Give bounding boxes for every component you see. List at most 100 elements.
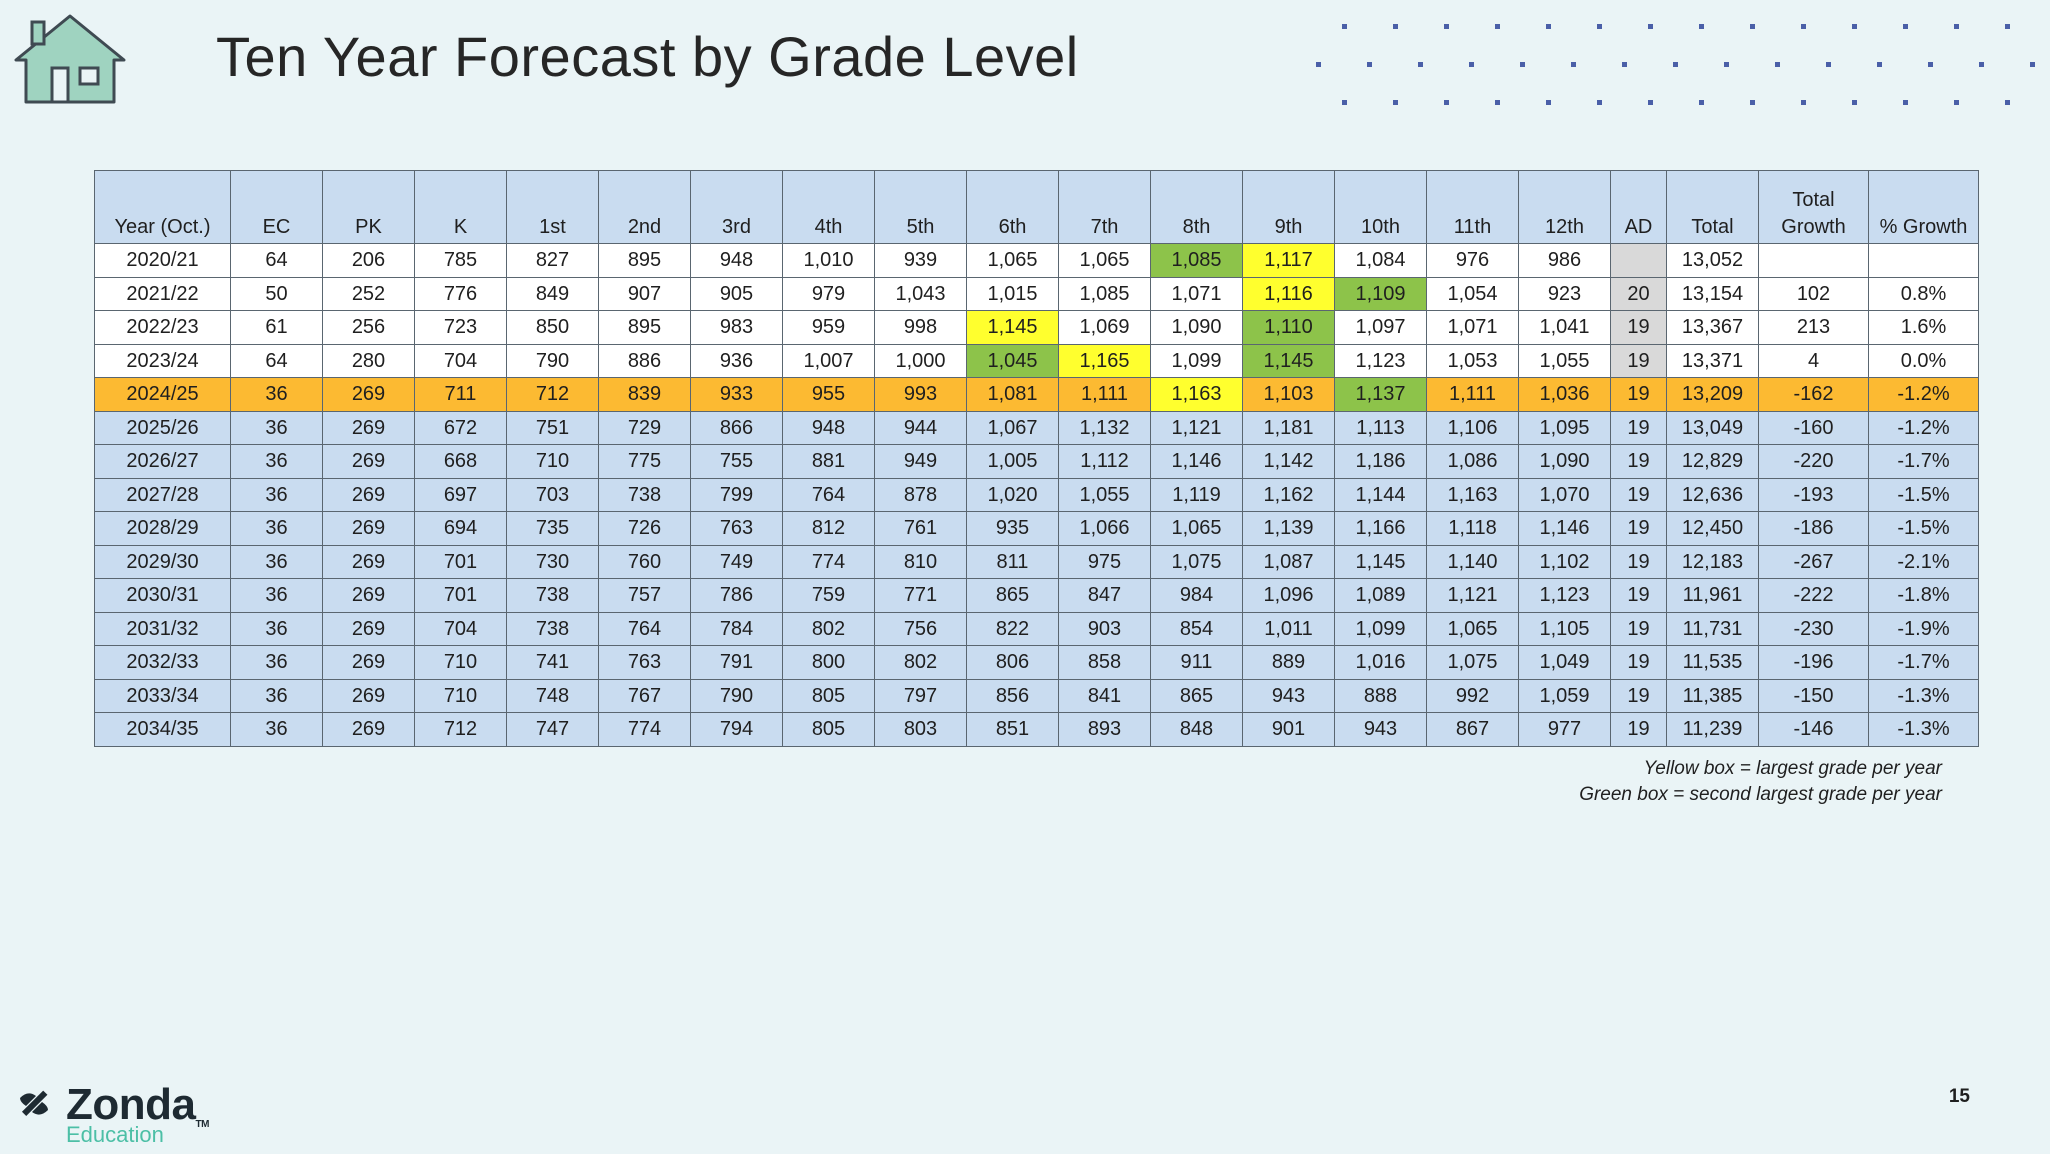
table-cell: 1,111 — [1058, 377, 1151, 412]
column-header: 2nd — [598, 170, 691, 244]
table-cell: 13,052 — [1666, 243, 1759, 278]
table-cell: 1,055 — [1518, 343, 1611, 378]
column-header: 10th — [1334, 170, 1427, 244]
table-cell: -220 — [1758, 444, 1869, 479]
table-cell: 943 — [1242, 678, 1335, 713]
table-cell: 729 — [598, 410, 691, 445]
table-cell: 19 — [1610, 712, 1667, 747]
table-cell: 1,105 — [1518, 611, 1611, 646]
table-cell: 1,162 — [1242, 477, 1335, 512]
table-cell: 851 — [966, 712, 1059, 747]
table-cell: 2021/22 — [94, 276, 231, 311]
table-cell: 2033/34 — [94, 678, 231, 713]
table-cell: 812 — [782, 511, 875, 546]
column-header: 12th — [1518, 170, 1611, 244]
decorative-dot — [1495, 24, 1500, 29]
decorative-dot — [1724, 62, 1729, 67]
table-cell: 36 — [230, 578, 323, 613]
table-cell: 701 — [414, 578, 507, 613]
table-cell: 19 — [1610, 611, 1667, 646]
decorative-dot — [1673, 62, 1678, 67]
decorative-dot — [1826, 62, 1831, 67]
table-cell: 2023/24 — [94, 343, 231, 378]
decorative-dot — [1979, 62, 1984, 67]
decorative-dot — [1648, 100, 1653, 105]
table-cell: -1.8% — [1868, 578, 1979, 613]
table-cell: 730 — [506, 544, 599, 579]
table-cell: 1,065 — [1426, 611, 1519, 646]
table-cell: 1,137 — [1334, 377, 1427, 412]
table-row: 2029/30 36 269 701 730 760 749 774 810 811 975 1,07… — [94, 544, 1979, 579]
table-cell: 1,119 — [1150, 477, 1243, 512]
column-header: Total — [1666, 170, 1759, 244]
table-cell: 849 — [506, 276, 599, 311]
table-cell — [1758, 243, 1869, 278]
table-cell: 19 — [1610, 645, 1667, 680]
table-cell: 738 — [598, 477, 691, 512]
table-cell: 763 — [598, 645, 691, 680]
table-cell: 2031/32 — [94, 611, 231, 646]
table-cell: 1,165 — [1058, 343, 1151, 378]
table-cell: 2024/25 — [94, 377, 231, 412]
table-cell: 905 — [690, 276, 783, 311]
table-cell: 36 — [230, 377, 323, 412]
table-cell: 1,007 — [782, 343, 875, 378]
table-cell: 19 — [1610, 544, 1667, 579]
table-cell: 13,154 — [1666, 276, 1759, 311]
table-cell: 949 — [874, 444, 967, 479]
column-header: AD — [1610, 170, 1667, 244]
zonda-logo-mark-icon — [20, 1090, 48, 1117]
table-cell: 1,118 — [1426, 511, 1519, 546]
table-row: 2024/25 36 269 711 712 839 933 955 993 1,081 1,111… — [94, 377, 1979, 412]
table-cell: 269 — [322, 377, 415, 412]
table-cell: 697 — [414, 477, 507, 512]
table-row: 2025/26 36 269 672 751 729 866 948 944 1,067 1,132… — [94, 410, 1979, 445]
house-icon — [14, 14, 126, 104]
table-cell: 800 — [782, 645, 875, 680]
table-cell: 1,123 — [1334, 343, 1427, 378]
table-cell: 865 — [1150, 678, 1243, 713]
table-cell: 901 — [1242, 712, 1335, 747]
table-cell: 1,132 — [1058, 410, 1151, 445]
table-cell: 979 — [782, 276, 875, 311]
decorative-dot — [1393, 24, 1398, 29]
table-cell: 36 — [230, 645, 323, 680]
table-cell: 2034/35 — [94, 712, 231, 747]
decorative-dot — [1852, 100, 1857, 105]
table-cell: 764 — [598, 611, 691, 646]
table-cell: 1,089 — [1334, 578, 1427, 613]
table-cell: 710 — [414, 645, 507, 680]
table-cell: 723 — [414, 310, 507, 345]
table-cell: 711 — [414, 377, 507, 412]
table-cell: 865 — [966, 578, 1059, 613]
decorative-dots — [1316, 24, 2035, 105]
table-cell: 760 — [598, 544, 691, 579]
table-cell: 748 — [506, 678, 599, 713]
column-header: Total Growth — [1758, 170, 1869, 244]
table-cell: 252 — [322, 276, 415, 311]
header-row: Year (Oct.) EC PK K 1st 2nd 3rd 4th 5th 6th 7th 8th… — [94, 170, 1979, 244]
table-row: 2020/21 64 206 785 827 895 948 1,010 939 1,065 1,0… — [94, 243, 1979, 278]
column-header: 9th — [1242, 170, 1335, 244]
forecast-table: Year (Oct.) EC PK K 1st 2nd 3rd 4th 5th 6th 7th 8th… — [94, 170, 1979, 747]
table-row: 2028/29 36 269 694 735 726 763 812 761 935 1,066 1,… — [94, 511, 1979, 546]
table-cell: 1,145 — [1334, 544, 1427, 579]
table-cell: 992 — [1426, 678, 1519, 713]
table-cell: 1,111 — [1426, 377, 1519, 412]
table-cell: 848 — [1150, 712, 1243, 747]
column-header: 3rd — [690, 170, 783, 244]
table-cell: 975 — [1058, 544, 1151, 579]
table-cell: -230 — [1758, 611, 1869, 646]
decorative-dot — [1571, 62, 1576, 67]
table-cell: 1,045 — [966, 343, 1059, 378]
table-cell: 19 — [1610, 444, 1667, 479]
table-cell: -193 — [1758, 477, 1869, 512]
table-cell: 935 — [966, 511, 1059, 546]
decorative-dot — [1954, 100, 1959, 105]
table-cell: 64 — [230, 243, 323, 278]
table-cell: 710 — [506, 444, 599, 479]
table-cell: 64 — [230, 343, 323, 378]
table-cell: 757 — [598, 578, 691, 613]
decorative-dot — [1903, 100, 1908, 105]
table-cell: 858 — [1058, 645, 1151, 680]
